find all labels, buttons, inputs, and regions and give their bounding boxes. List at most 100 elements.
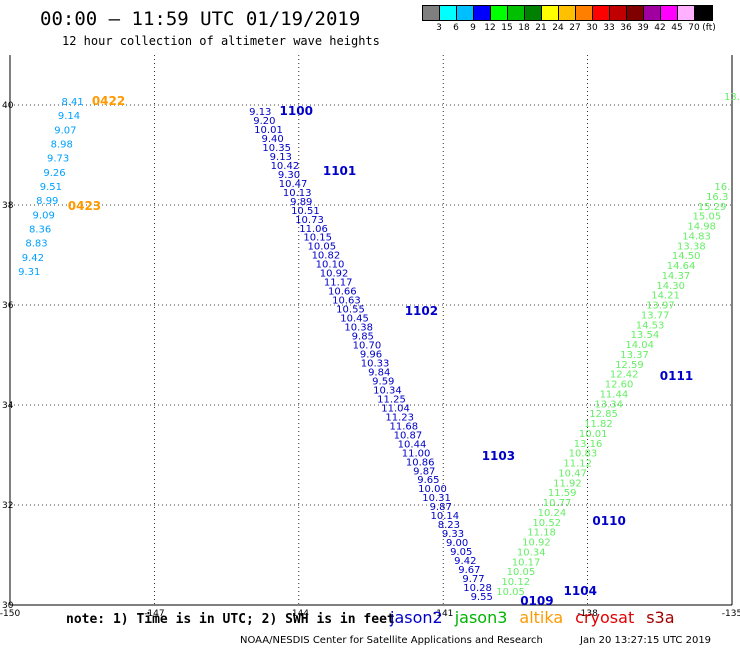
swh-value: 9.20 [253, 116, 275, 127]
swh-value: 10.55 [336, 305, 365, 316]
swh-value: 9.07 [54, 125, 76, 136]
swh-value: 10.83 [569, 449, 598, 460]
swh-value: 9.31 [18, 267, 40, 278]
credit-text: NOAA/NESDIS Center for Satellite Applica… [240, 635, 543, 646]
legend-swatch [474, 6, 491, 20]
swh-value: 11.59 [548, 488, 577, 499]
swh-value: 9.89 [290, 197, 312, 208]
swh-value: 10.63 [332, 296, 361, 307]
swh-value: 11.44 [600, 389, 629, 400]
legend-label: 70 [688, 23, 700, 33]
swh-value: 10.86 [406, 457, 435, 468]
lon-tick-label: -141 [433, 609, 453, 619]
legend-swatch [627, 6, 644, 20]
legend-swatch [491, 6, 508, 20]
swh-value: 10.17 [512, 557, 541, 568]
legend-label: 30 [586, 23, 598, 33]
swh-value: 13.77 [641, 310, 670, 321]
swh-value: 11.04 [381, 403, 410, 414]
swh-value: 10.34 [517, 547, 546, 558]
swh-value: 9.13 [270, 152, 292, 163]
swh-value: 11.25 [377, 394, 406, 405]
swh-value: 9.77 [462, 574, 484, 585]
swh-value: 10.13 [283, 188, 312, 199]
swh-value: 12.42 [610, 370, 639, 381]
lat-tick-label: 32 [2, 501, 13, 511]
swh-value: 10.05 [496, 587, 525, 598]
legend-label: 24 [552, 23, 564, 33]
swh-value: 11.00 [402, 448, 431, 459]
swh-value: 9.73 [47, 154, 69, 165]
swh-value: 9.09 [33, 210, 55, 221]
swh-value: 10.00 [418, 484, 447, 495]
legend-unit: (ft) [702, 23, 716, 33]
legend-swatch [593, 6, 610, 20]
lon-tick-label: -150 [0, 609, 20, 619]
swh-value: 14.37 [662, 271, 691, 282]
swh-value: 8.98 [51, 140, 73, 151]
swh-value: 10.14 [430, 511, 459, 522]
swh-value: 10.77 [543, 498, 572, 509]
swh-value: 10.34 [373, 385, 402, 396]
legend-label: 18 [518, 23, 530, 33]
lat-tick-label: 36 [2, 301, 14, 311]
pass-label: 1104 [564, 584, 597, 598]
swh-value: 13.16 [574, 439, 603, 450]
legend-swatch [542, 6, 559, 20]
swh-value: 15.29 [698, 202, 727, 213]
pass-label: 1100 [280, 104, 313, 118]
legend-swatch [423, 6, 440, 20]
legend-swatch [695, 6, 712, 20]
swh-value: 10.51 [291, 206, 320, 217]
swh-value: 9.67 [458, 565, 480, 576]
swh-value: 11.68 [389, 421, 418, 432]
legend-label: 9 [470, 23, 476, 33]
swh-value: 9.30 [278, 170, 300, 181]
swh-value: 10.42 [271, 161, 300, 172]
swh-value: 11.92 [553, 478, 582, 489]
units-note: note: 1) Time is in UTC; 2) SWH is in fe… [66, 612, 395, 627]
swh-value: 10.47 [279, 179, 308, 190]
timestamp-text: Jan 20 13:27:15 UTC 2019 [580, 635, 712, 646]
swh-value: 12.85 [589, 409, 618, 420]
page-title: 00:00 – 11:59 UTC 01/19/2019 [40, 8, 361, 30]
swh-value: 9.96 [360, 350, 382, 361]
legend-label: 42 [654, 23, 666, 33]
swh-value: 9.65 [417, 475, 439, 486]
legend-swatch [576, 6, 593, 20]
swh-value: 11.23 [385, 412, 414, 423]
swh-value: 10.12 [501, 577, 530, 588]
swh-value: 10.31 [422, 493, 451, 504]
swh-value: 9.59 [372, 376, 394, 387]
swh-value: 10.24 [538, 508, 567, 519]
legend-label: 45 [671, 23, 683, 33]
pass-label: 1102 [405, 304, 438, 318]
swh-value: 10.92 [522, 538, 551, 549]
swh-value: 9.55 [471, 592, 493, 603]
legend-swatch [508, 6, 525, 20]
swh-value: 11.82 [584, 419, 613, 430]
pass-label: 0422 [92, 94, 125, 108]
swh-value: 14.04 [625, 340, 654, 351]
satellite-cryosat: cryosat [575, 608, 635, 627]
lon-tick-label: -144 [289, 609, 310, 619]
legend-label: 6 [453, 23, 459, 33]
swh-value: 9.33 [442, 529, 464, 540]
swh-value: 8.83 [25, 239, 47, 250]
swh-value: 10.73 [295, 215, 324, 226]
lat-tick-label: 38 [2, 201, 14, 211]
lon-tick-label: -135 [722, 609, 740, 619]
swh-value: 10.35 [262, 143, 291, 154]
pass-label: 1101 [323, 164, 356, 178]
legend-swatch [440, 6, 457, 20]
swh-value: 10.45 [340, 314, 369, 325]
swh-value: 14.53 [636, 320, 665, 331]
color-legend: 3 6 9 12 15 18 21 24 27 30 33 36 39 42 45 70 (ft) [422, 5, 716, 35]
swh-value: 10.47 [558, 468, 587, 479]
swh-value: 10.38 [344, 323, 373, 334]
lat-tick-label: 34 [2, 401, 14, 411]
swh-value: 13.38 [677, 241, 706, 252]
swh-value: 13.34 [594, 399, 623, 410]
swh-value: 14.30 [656, 281, 685, 292]
